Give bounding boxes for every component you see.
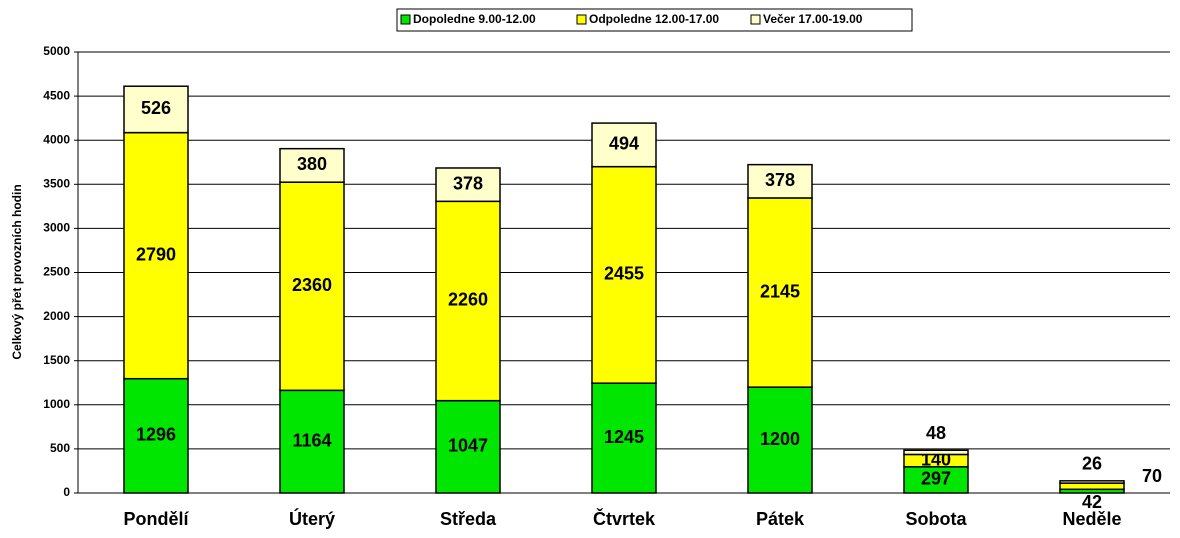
x-tick-label: Neděle bbox=[1062, 509, 1121, 529]
y-tick-label: 1500 bbox=[43, 353, 70, 367]
data-label: 48 bbox=[926, 423, 946, 443]
y-tick-label: 2500 bbox=[43, 265, 70, 279]
legend-swatch bbox=[750, 14, 761, 25]
x-tick-label: Čtvrtek bbox=[593, 508, 656, 529]
x-tick-label: Pondělí bbox=[123, 509, 189, 529]
legend-box bbox=[396, 8, 913, 32]
data-label: 1245 bbox=[604, 427, 644, 447]
legend-swatch bbox=[576, 14, 587, 25]
y-tick-label: 3000 bbox=[43, 221, 70, 235]
data-label: 2260 bbox=[448, 290, 488, 310]
y-tick-label: 3500 bbox=[43, 176, 70, 190]
bar-segment bbox=[279, 181, 345, 392]
bar-segment bbox=[591, 122, 657, 168]
legend-label: Dopoledne 9.00-12.00 bbox=[413, 12, 536, 26]
legend-label: Večer 17.00-19.00 bbox=[763, 12, 863, 26]
data-label: 70 bbox=[1142, 466, 1162, 486]
data-label: 494 bbox=[609, 134, 639, 154]
data-label: 1296 bbox=[136, 425, 176, 445]
data-label: 42 bbox=[1082, 492, 1102, 512]
bar-segment bbox=[1059, 480, 1125, 484]
data-label: 1164 bbox=[292, 430, 331, 450]
y-tick-label: 0 bbox=[63, 485, 70, 499]
data-label: 1047 bbox=[448, 436, 488, 456]
data-label: 378 bbox=[453, 173, 483, 193]
x-tick-label: Úterý bbox=[289, 508, 335, 529]
bar-segment bbox=[435, 399, 501, 494]
x-tick-label: Středa bbox=[440, 509, 497, 529]
legend-swatch bbox=[400, 14, 411, 25]
bar-segment bbox=[747, 197, 813, 388]
bar-segment bbox=[123, 377, 189, 494]
bar-segment bbox=[1059, 482, 1125, 491]
data-label: 378 bbox=[765, 170, 795, 190]
data-label: 2360 bbox=[292, 275, 332, 295]
bar-segment bbox=[591, 382, 657, 494]
bar-segment bbox=[591, 165, 657, 384]
y-tick-label: 5000 bbox=[43, 44, 70, 58]
legend-label: Odpoledne 12.00-17.00 bbox=[589, 12, 719, 26]
y-tick-label: 2000 bbox=[43, 309, 70, 323]
y-axis-label: Celkový přet provozních hodin bbox=[10, 184, 24, 359]
bar-segment bbox=[123, 85, 189, 134]
bar-segment bbox=[747, 163, 813, 199]
data-label: 1200 bbox=[760, 429, 800, 449]
bar-segment bbox=[279, 389, 345, 494]
bar-segment bbox=[747, 386, 813, 494]
data-label: 2790 bbox=[136, 244, 176, 264]
data-label: 26 bbox=[1082, 454, 1102, 474]
data-label: 2145 bbox=[760, 281, 800, 301]
bar-segment bbox=[435, 167, 501, 203]
y-tick-label: 4500 bbox=[43, 88, 70, 102]
x-tick-label: Pátek bbox=[756, 509, 805, 529]
bar-segment bbox=[903, 449, 969, 456]
bar-segment bbox=[279, 147, 345, 183]
data-label: 297 bbox=[921, 469, 951, 489]
data-label: 380 bbox=[297, 154, 327, 174]
y-tick-label: 1000 bbox=[43, 397, 70, 411]
x-tick-label: Sobota bbox=[906, 509, 968, 529]
data-label: 526 bbox=[141, 98, 171, 118]
bar-segment bbox=[123, 131, 189, 380]
y-tick-label: 500 bbox=[50, 441, 70, 455]
y-tick-label: 4000 bbox=[43, 132, 70, 146]
data-label: 2455 bbox=[604, 264, 644, 284]
